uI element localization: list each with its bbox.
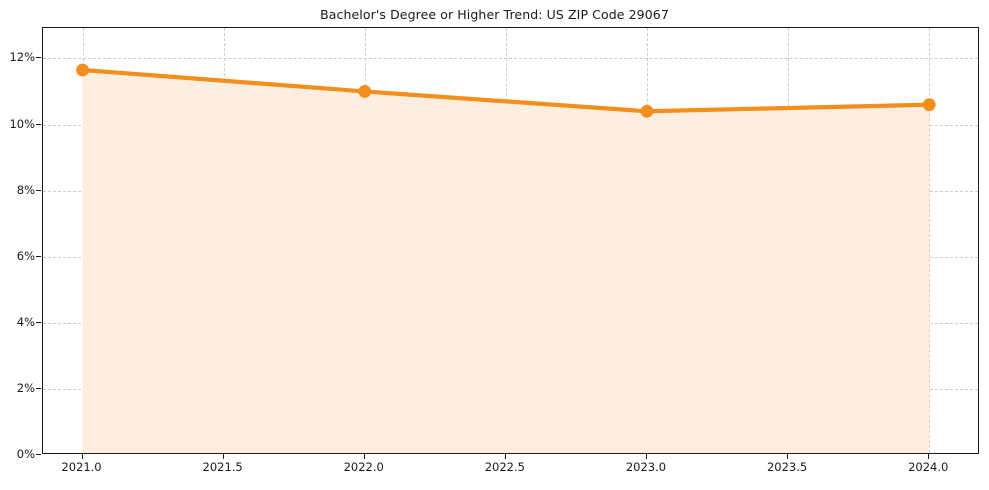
gridline-x — [929, 28, 931, 453]
x-axis-tick-mark — [222, 454, 224, 459]
y-axis-tick-labels: 0% 2% 4% 6% 8% 10% 12% — [0, 0, 35, 490]
x-axis-tick-label: 2024.0 — [908, 460, 949, 474]
x-axis-tick-mark — [504, 454, 506, 459]
x-axis-tick-label: 2021.0 — [61, 460, 102, 474]
x-axis-tick-mark — [787, 454, 789, 459]
y-axis-tick-label: 0% — [16, 447, 35, 461]
y-axis-tick-mark — [36, 255, 41, 257]
x-axis-tick-label: 2021.5 — [202, 460, 243, 474]
y-axis-tick-mark — [36, 57, 41, 59]
y-axis-tick-mark — [36, 321, 41, 323]
y-axis-tick-label: 4% — [16, 314, 35, 329]
area-fill — [82, 69, 930, 453]
y-axis-tick-mark — [36, 454, 41, 455]
page-title: Bachelor's Degree or Higher Trend: US ZI… — [320, 7, 669, 22]
x-axis-tick-label: 2023.5 — [766, 460, 808, 474]
data-point-marker — [76, 63, 89, 77]
y-axis-tick-label: 2% — [16, 380, 35, 395]
x-axis-tick-label: 2022.0 — [343, 460, 384, 474]
data-point-marker — [922, 98, 936, 112]
y-axis-tick-mark — [36, 387, 41, 389]
y-axis-tick-mark — [36, 189, 41, 191]
data-series-area-line — [76, 63, 936, 453]
x-axis-tick-mark — [645, 454, 647, 459]
x-axis-tick-label: 2022.5 — [484, 460, 525, 474]
data-point-markers — [76, 63, 936, 118]
data-point-marker — [358, 85, 372, 98]
x-axis-tick-mark — [928, 454, 930, 459]
gridline-y — [43, 58, 978, 60]
y-axis-tick-label: 8% — [16, 182, 35, 197]
y-axis-tick-mark — [36, 123, 41, 125]
y-axis-tick-label: 12% — [9, 50, 35, 65]
x-axis-tick-label: 2023.0 — [625, 460, 667, 474]
x-axis-tick-mark — [363, 454, 365, 459]
trend-line — [80, 67, 932, 114]
y-axis-tick-label: 10% — [9, 116, 35, 131]
plot-area — [42, 27, 979, 454]
x-axis-tick-mark — [81, 454, 83, 459]
data-point-marker — [640, 104, 654, 118]
y-axis-tick-label: 6% — [16, 248, 35, 263]
